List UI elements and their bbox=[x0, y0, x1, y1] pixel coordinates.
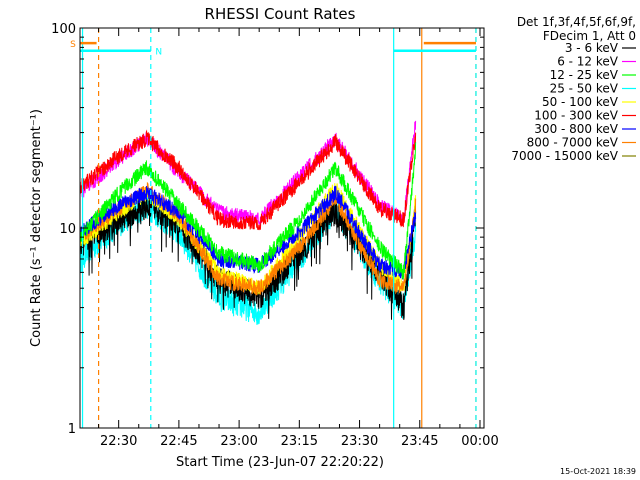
legend-label: 3 - 6 keV bbox=[565, 41, 619, 55]
interval-label-0: S bbox=[70, 40, 76, 50]
footer-timestamp: 15-Oct-2021 18:39 bbox=[560, 467, 636, 476]
x-tick-label: 23:15 bbox=[281, 434, 318, 449]
legend-label: 50 - 100 keV bbox=[542, 95, 619, 109]
y-tick-label: 10 bbox=[59, 222, 76, 237]
axis-ticks: 22:30 22:45 23:00 23:15 23:30 23:45 00:00 1 10 10… bbox=[51, 22, 499, 449]
plot-frame bbox=[79, 27, 485, 429]
y-tick-label: 1 bbox=[68, 422, 76, 437]
x-tick-label: 22:45 bbox=[160, 434, 197, 449]
interval-label-1: N bbox=[155, 48, 162, 58]
x-tick-label: 23:30 bbox=[341, 434, 378, 449]
y-tick-label: 100 bbox=[51, 22, 76, 37]
legend-label: 6 - 12 keV bbox=[557, 55, 619, 69]
legend-label: 100 - 300 keV bbox=[534, 109, 618, 123]
legend-label: 300 - 800 keV bbox=[534, 122, 618, 136]
legend-label: 12 - 25 keV bbox=[550, 68, 619, 82]
legend-label: 800 - 7000 keV bbox=[527, 136, 619, 150]
legend-header-1: Det 1f,3f,4f,5f,6f,9f, bbox=[517, 15, 636, 29]
x-tick-label: 23:00 bbox=[220, 434, 257, 449]
series-line-3 bbox=[79, 193, 417, 325]
x-tick-label: 23:45 bbox=[401, 434, 438, 449]
legend-label: 25 - 50 keV bbox=[550, 82, 619, 96]
legend: Det 1f,3f,4f,5f,6f,9f, FDecim 1, Att 0 3… bbox=[511, 15, 636, 163]
x-tick-label: 00:00 bbox=[461, 434, 498, 449]
series-line-2 bbox=[79, 142, 417, 280]
chart-title: RHESSI Count Rates bbox=[205, 5, 356, 23]
x-axis-label: Start Time (23-Jun-07 22:20:22) bbox=[176, 455, 384, 470]
series-line-5 bbox=[79, 129, 417, 231]
legend-label: 7000 - 15000 keV bbox=[511, 149, 618, 163]
plot-marks: SN bbox=[70, 28, 477, 428]
y-axis-label: Count Rate (s⁻¹ detector segment⁻¹) bbox=[29, 109, 44, 347]
x-tick-label: 22:30 bbox=[100, 434, 137, 449]
legend-header-2: FDecim 1, Att 0 bbox=[543, 29, 636, 43]
